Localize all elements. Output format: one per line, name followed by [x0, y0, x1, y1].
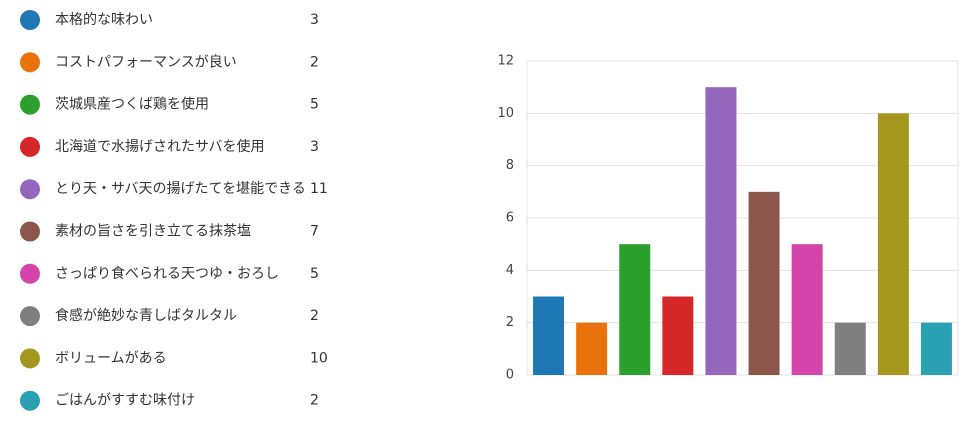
bar	[576, 322, 608, 375]
y-tick-label: 0	[506, 368, 514, 383]
legend-count: 3	[310, 139, 319, 155]
legend-label: さっぱり食べられる天つゆ・おろし	[55, 265, 279, 282]
y-tick-label: 10	[497, 106, 514, 121]
legend-marker	[20, 348, 40, 369]
legend-label: ボリュームがある	[55, 350, 167, 366]
legend-label: とり天・サバ天の揚げたてを堪能できる	[55, 180, 306, 197]
bar	[877, 113, 909, 375]
legend-count: 2	[310, 54, 319, 70]
legend-marker	[20, 10, 40, 30]
legend-label: 素材の旨さを引き立てる抹茶塩	[55, 224, 251, 240]
y-tick-label: 8	[506, 158, 514, 173]
legend-label: 茨城県産つくば鶏を使用	[55, 96, 209, 113]
legend-label: 食感が絶妙な青しばタルタル	[55, 307, 237, 324]
bar	[662, 296, 694, 375]
y-tick-label: 4	[506, 263, 514, 278]
legend-count: 11	[310, 181, 328, 197]
bar	[748, 191, 780, 375]
legend-marker	[20, 390, 40, 411]
legend-count: 2	[310, 308, 319, 324]
legend-count: 10	[310, 350, 328, 366]
legend-marker	[20, 94, 40, 115]
legend-marker	[20, 179, 40, 200]
y-tick-label: 12	[497, 54, 514, 69]
legend-count: 2	[310, 393, 319, 409]
legend-count: 3	[310, 12, 319, 28]
bar	[533, 296, 565, 375]
legend-label: コストパフォーマンスが良い	[55, 54, 237, 70]
legend-count: 5	[310, 266, 319, 282]
legend-marker	[20, 221, 40, 242]
legend-marker	[20, 52, 40, 73]
bar	[619, 244, 651, 375]
legend-label: 本格的な味わい	[55, 12, 153, 28]
bar	[705, 87, 737, 376]
legend-count: 5	[310, 97, 319, 113]
legend-count: 7	[310, 224, 319, 240]
legend-marker	[20, 136, 40, 157]
bar	[791, 244, 823, 375]
bar	[834, 322, 866, 375]
legend-marker	[20, 263, 40, 284]
legend-label: ごはんがすすむ味付け	[55, 393, 195, 409]
y-tick-label: 2	[506, 315, 514, 330]
y-tick-label: 6	[506, 211, 514, 226]
bar	[920, 322, 952, 375]
legend-marker	[20, 306, 40, 327]
legend-label: 北海道で水揚げされたサバを使用	[55, 138, 264, 155]
